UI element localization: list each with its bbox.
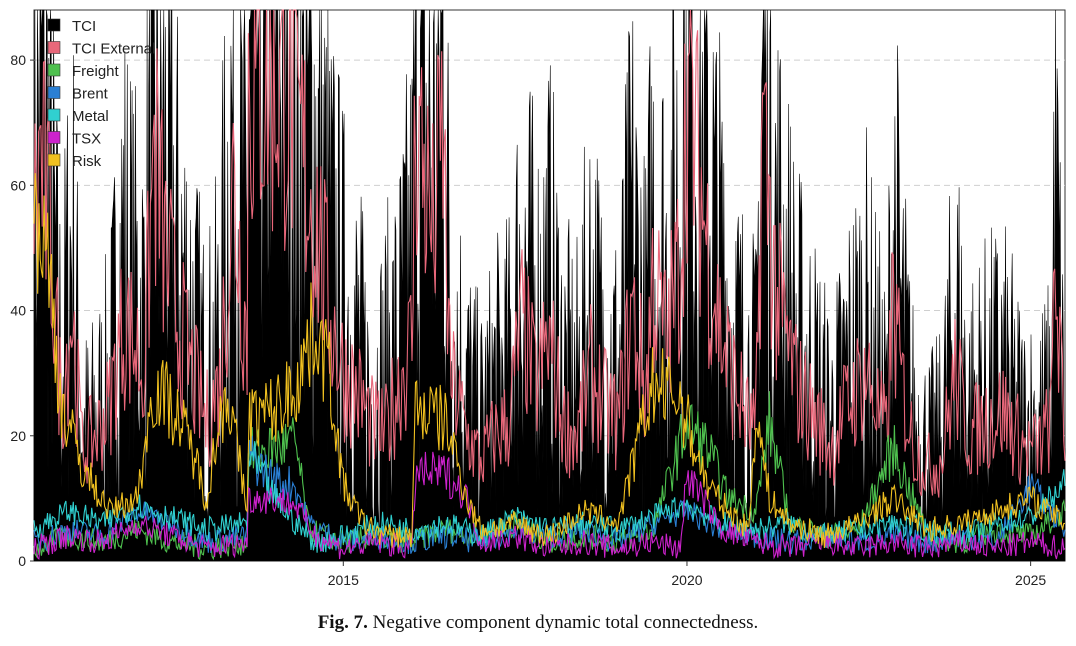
figure-caption: Fig. 7. Negative component dynamic total… xyxy=(0,612,1076,634)
legend-swatch-brent xyxy=(47,86,61,99)
legend-label-tsx: TSX xyxy=(72,131,101,148)
legend-swatch-tci-external xyxy=(47,41,61,54)
axes: 0 20 40 60 80 2015 2020 2025 xyxy=(10,52,1046,588)
series-line-tsx xyxy=(33,451,1066,561)
legend-label-brent: Brent xyxy=(72,86,109,103)
legend-swatch-tsx xyxy=(47,131,61,144)
legend-label-metal: Metal xyxy=(72,108,109,125)
series-line-tci-external xyxy=(33,9,1066,498)
y-tick-label: 20 xyxy=(10,428,26,444)
y-tick-label: 0 xyxy=(18,553,26,569)
y-tick-label: 40 xyxy=(10,303,26,319)
legend-label-tci-external: TCI External xyxy=(72,41,155,58)
x-tick-label: 2025 xyxy=(1015,572,1046,588)
legend-swatch-freight xyxy=(47,63,61,77)
legend-swatch-risk xyxy=(47,153,61,167)
y-tick-label: 60 xyxy=(10,177,26,193)
series-line-risk xyxy=(33,173,1066,548)
legend-label-risk: Risk xyxy=(72,153,102,170)
series-layer xyxy=(33,9,1066,562)
chart-svg: 0 20 40 60 80 2015 2020 2025 TCI TCI External Fre… xyxy=(10,9,1066,588)
x-tick-label: 2020 xyxy=(671,572,702,588)
y-tick-label: 80 xyxy=(10,52,26,68)
legend-label-freight: Freight xyxy=(72,63,120,80)
x-tick-label: 2015 xyxy=(328,572,359,588)
caption-label: Fig. 7. xyxy=(317,612,368,633)
caption-text: Negative component dynamic total connect… xyxy=(372,612,759,633)
legend: TCI TCI External Freight Brent Metal TSX Risk xyxy=(47,18,155,170)
legend-label-tci: TCI xyxy=(72,18,96,35)
legend-swatch-metal xyxy=(47,108,61,122)
legend-swatch-tci xyxy=(47,18,61,32)
